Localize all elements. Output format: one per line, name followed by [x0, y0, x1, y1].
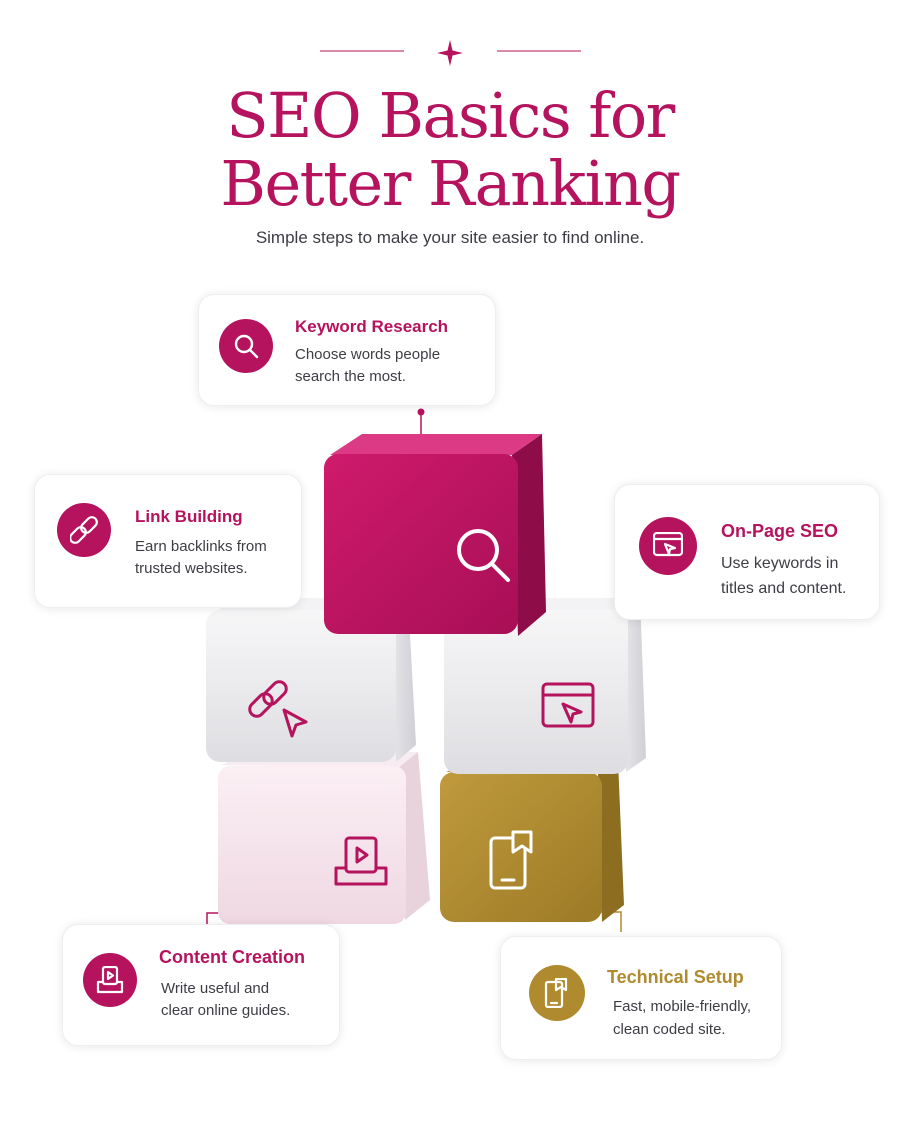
- technical-desc-line1: Fast, mobile-friendly,: [613, 998, 752, 1015]
- card-link-building: Link Building Earn backlinks from truste…: [34, 474, 302, 608]
- page-subtitle: Simple steps to make your site easier to…: [255, 228, 645, 247]
- technical-title: Technical Setup: [607, 967, 744, 987]
- page-title-line1: SEO Basics for: [226, 79, 675, 152]
- link-desc-line1: Earn backlinks from: [135, 538, 267, 555]
- card-on-page-seo: On-Page SEO Use keywords in titles and c…: [614, 484, 880, 620]
- link-icon-badge: [57, 503, 111, 557]
- browser-cursor-icon: [653, 532, 683, 557]
- content-icon-badge: [83, 953, 137, 1007]
- keyword-desc-line2: search the most.: [295, 368, 406, 385]
- header-line-right: [497, 50, 581, 52]
- page-title-line2: Better Ranking: [220, 147, 681, 220]
- technical-desc-line2: clean coded site.: [613, 1021, 726, 1038]
- keyword-desc-line1: Choose words people: [295, 346, 441, 363]
- content-cube: [218, 752, 430, 924]
- keyword-icon-badge: [219, 319, 273, 373]
- video-tray-icon: [96, 966, 124, 994]
- onpage-icon-badge: [639, 517, 697, 575]
- search-icon: [234, 334, 259, 359]
- keyword-cube: [324, 434, 546, 636]
- mobile-bookmark-icon: [544, 978, 568, 1008]
- card-technical-setup: Technical Setup Fast, mobile-friendly, c…: [500, 936, 782, 1060]
- onpage-desc-line1: Use keywords in: [721, 555, 839, 572]
- onpage-desc-line2: titles and content.: [721, 580, 847, 597]
- link-desc-line2: trusted websites.: [135, 560, 248, 577]
- header-line-left: [320, 50, 404, 52]
- link-icon: [70, 516, 98, 544]
- sparkle-icon: [437, 40, 463, 66]
- card-keyword-research: Keyword Research Choose words people sea…: [198, 294, 496, 406]
- content-desc-line2: clear online guides.: [161, 1002, 291, 1019]
- technical-cube: [440, 760, 624, 922]
- link-title: Link Building: [135, 507, 243, 526]
- content-title: Content Creation: [159, 947, 305, 967]
- technical-icon-badge: [529, 965, 585, 1021]
- card-content-creation: Content Creation Write useful and clear …: [62, 924, 340, 1046]
- onpage-title: On-Page SEO: [721, 521, 839, 541]
- content-desc-line1: Write useful and: [161, 980, 270, 997]
- keyword-title: Keyword Research: [295, 317, 449, 336]
